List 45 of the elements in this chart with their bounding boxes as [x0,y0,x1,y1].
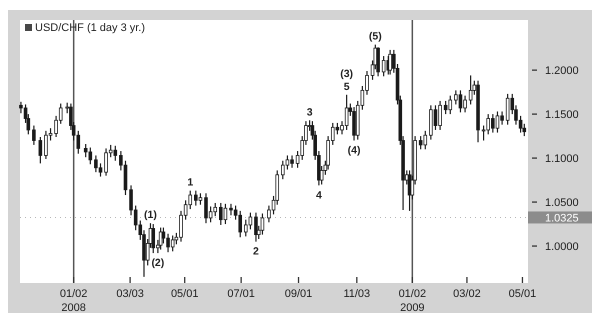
candlestick [38,136,42,164]
candlestick [213,202,218,217]
annotation: 4 [316,189,322,202]
annotation: 2 [253,246,260,258]
annotation: (3) [340,68,354,80]
candlestick [382,55,386,77]
candlestick [170,234,174,252]
y-tick-label: 1.0000 [545,241,579,254]
candlestick [32,124,36,146]
x-tick-label: 05/01 [508,288,536,300]
x-tick-label: 01/02 2009 [398,288,426,314]
candlestick [388,49,392,76]
candlestick [244,219,248,237]
candlestick [486,114,490,135]
ref-line-label: 1.0325 [545,212,579,224]
annotation: 3 [306,106,313,118]
x-tick-label: 07/01 [227,288,255,300]
candlestick [448,95,452,115]
candlestick [238,210,242,238]
candlestick [280,160,285,180]
y-tick-label: 1.2000 [545,65,579,78]
annotation: (1) [144,209,157,222]
x-tick-label: 05/01 [170,288,198,300]
x-tick-label: 01/02 2008 [60,288,88,314]
candlestick [423,130,428,150]
candlestick [260,212,264,236]
x-tick-label: 03/02 [453,288,481,300]
x-tick-label: 11/03 [343,288,370,300]
y-tick-label: 1.1000 [545,153,579,166]
candlestick [352,106,356,142]
annotation: (4) [348,144,360,157]
y-tick-label: 1.1500 [545,109,579,122]
candlestick [376,46,380,77]
annotation: 5 [344,80,350,93]
candlestick [218,202,223,226]
annotation: (5) [368,30,382,43]
x-tick-label: 09/01 [284,288,312,300]
candlestick [151,223,156,254]
annotation: 1 [187,176,194,189]
candlestick [194,190,198,206]
annotation: (2) [151,257,164,270]
candlestick [468,74,472,106]
candlestick [254,212,258,242]
y-tick-label: 1.0500 [545,197,579,210]
x-tick-label: 03/03 [116,288,144,300]
